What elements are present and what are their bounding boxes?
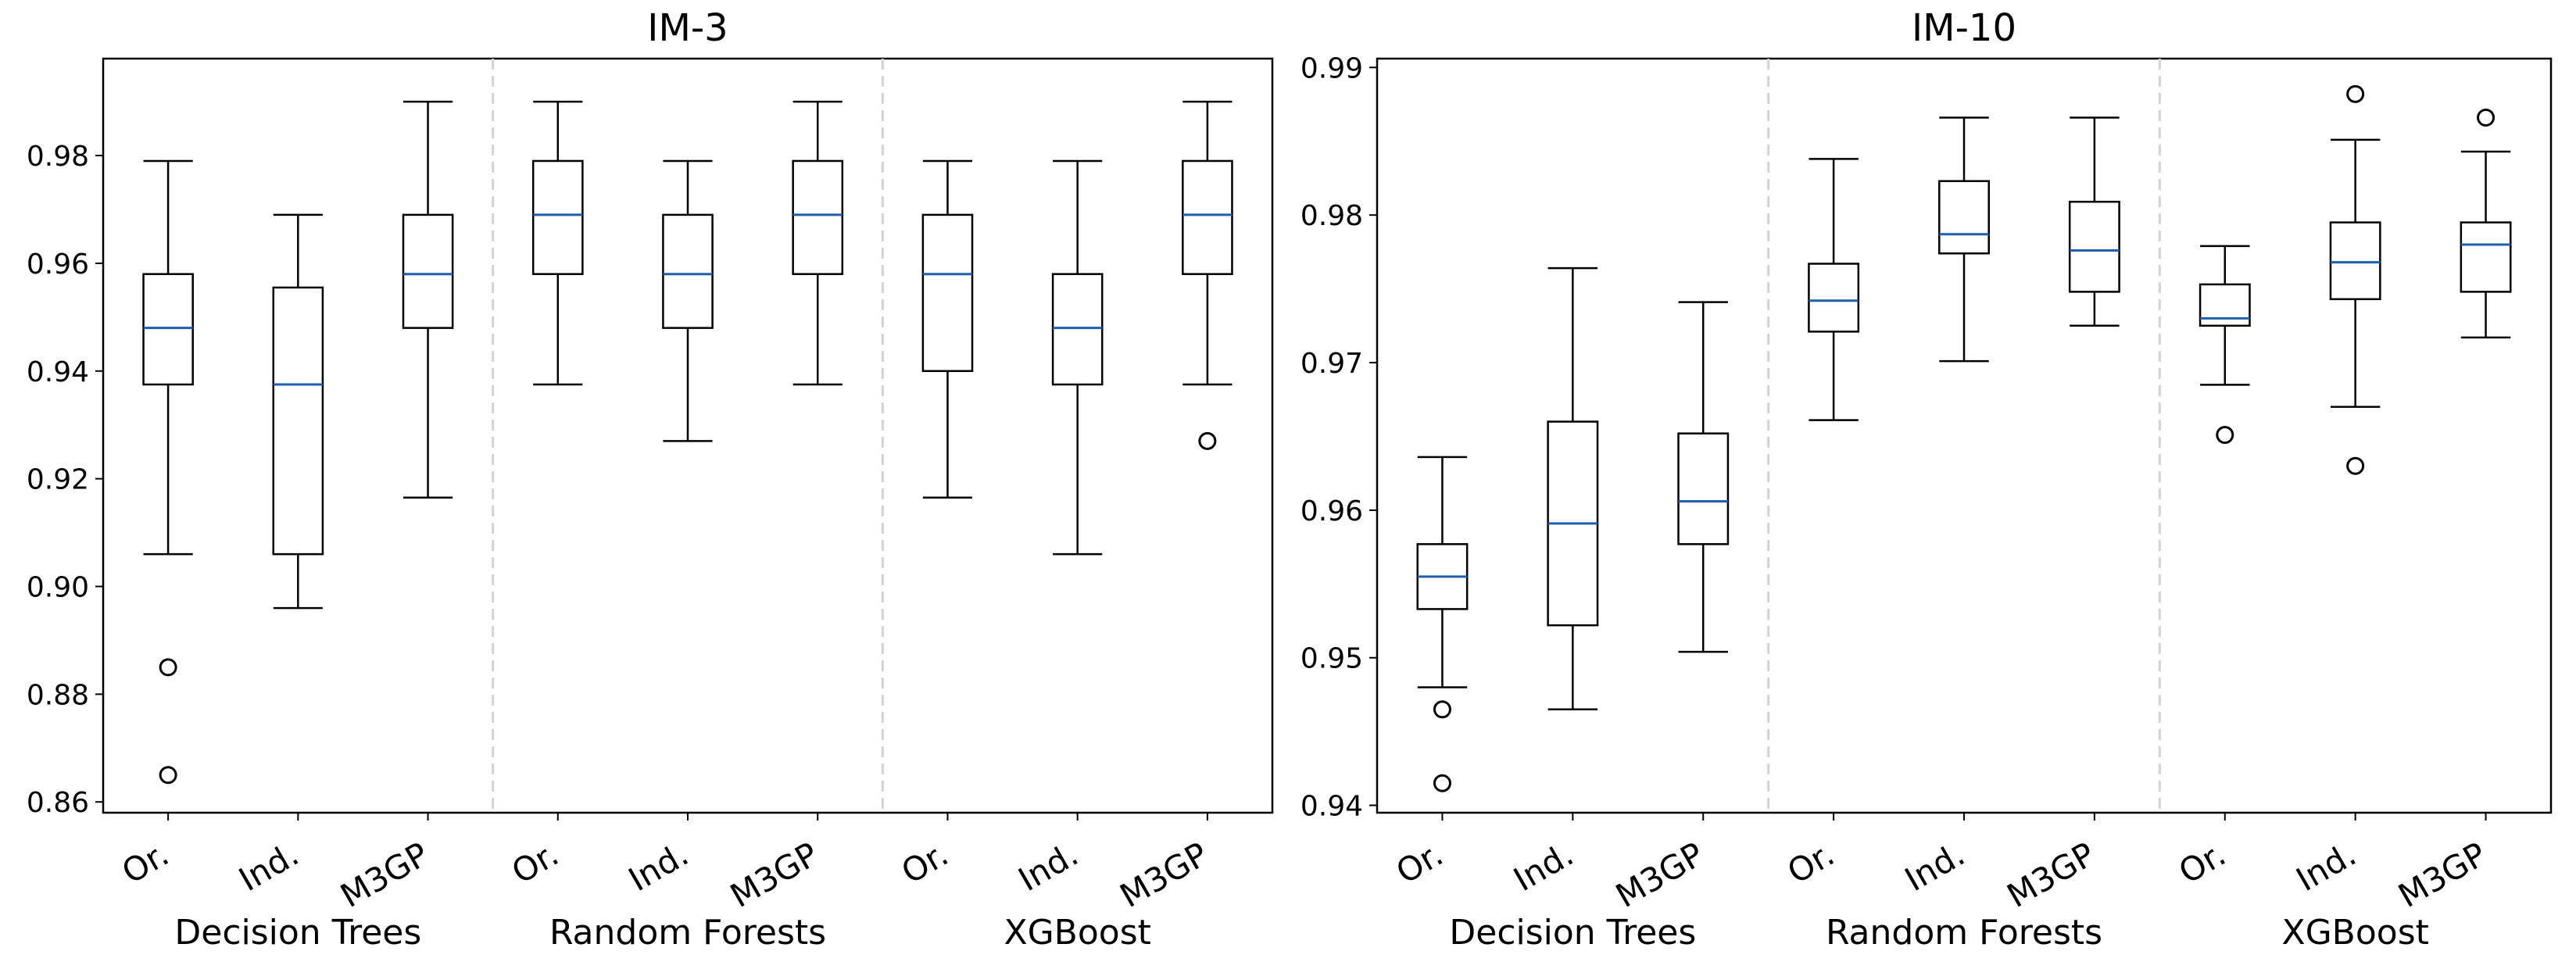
x-tick-label: Or. [1390, 835, 1449, 891]
outlier-point [2346, 456, 2365, 475]
x-tick-label: Or. [116, 835, 175, 891]
group-label: Random Forests [549, 913, 826, 953]
box [662, 213, 714, 329]
y-tick-label: 0.96 [1301, 495, 1363, 527]
x-tick-label: Ind. [1507, 835, 1580, 899]
x-tick-label: Ind. [622, 835, 695, 899]
x-tick-label: Or. [1781, 835, 1841, 891]
y-tick-label: 0.99 [1301, 52, 1363, 84]
outlier-point [2216, 426, 2234, 445]
outlier-point [2477, 109, 2496, 127]
box [142, 273, 194, 386]
box [2068, 200, 2120, 293]
box [531, 159, 584, 275]
y-tick-label: 0.86 [27, 787, 89, 819]
chart-title: IM-3 [647, 6, 728, 50]
x-tick-label: M3GP [1609, 835, 1710, 915]
outlier-point [2346, 84, 2365, 103]
x-tick-label: Ind. [1898, 835, 1971, 899]
y-tick-label: 0.95 [1301, 643, 1363, 675]
group-label: Decision Trees [174, 913, 421, 953]
y-tick-label: 0.94 [1301, 791, 1363, 823]
panel-im-10: IM-10 0.94 0.95 0.96 0.97 0.98 0.99 Or. Ind. M3G… [1301, 6, 2553, 953]
group-label: Decision Trees [1449, 913, 1696, 953]
x-tick-label: Ind. [2290, 835, 2363, 899]
x-tick-label: Or. [2172, 835, 2231, 891]
panel-im-3: IM-3 0.86 0.88 0.90 0.92 0.94 0.96 0.98 Or. Ind.… [27, 6, 1274, 953]
box [1808, 263, 1860, 333]
group-label: XGBoost [1004, 913, 1150, 953]
y-tick-label: 0.88 [27, 679, 89, 711]
box [1051, 273, 1104, 386]
x-tick-label: Ind. [1012, 835, 1085, 899]
box [1182, 159, 1233, 275]
x-tick-label: M3GP [334, 835, 435, 915]
chart-title: IM-10 [1912, 6, 2016, 50]
box [2329, 221, 2381, 301]
x-tick-label: Ind. [232, 835, 305, 899]
outlier-point [1198, 431, 1217, 450]
box [2460, 221, 2512, 293]
group-label: XGBoost [2281, 913, 2428, 953]
y-tick-label: 0.90 [27, 572, 89, 604]
y-tick-label: 0.98 [27, 141, 89, 173]
x-tick-label: M3GP [724, 835, 825, 915]
box [1677, 432, 1730, 545]
y-tick-label: 0.94 [27, 356, 89, 388]
y-tick-label: 0.92 [27, 464, 89, 496]
outlier-point [1433, 774, 1451, 792]
x-tick-label: M3GP [1114, 835, 1215, 915]
box [1938, 180, 1990, 255]
x-tick-label: Or. [505, 835, 564, 891]
outlier-point [1433, 700, 1451, 719]
y-tick-label: 0.96 [27, 249, 89, 281]
x-tick-label: M3GP [2001, 835, 2102, 915]
outlier-point [159, 766, 177, 785]
box [2199, 283, 2251, 327]
y-tick-label: 0.97 [1301, 348, 1363, 380]
box [921, 213, 974, 373]
x-tick-label: Or. [895, 835, 954, 891]
box [272, 286, 324, 556]
group-label: Random Forests [1826, 913, 2102, 953]
outlier-point [159, 658, 177, 677]
box [402, 213, 454, 329]
x-tick-label: M3GP [2392, 835, 2492, 915]
y-tick-label: 0.98 [1301, 200, 1363, 232]
box [792, 159, 844, 275]
